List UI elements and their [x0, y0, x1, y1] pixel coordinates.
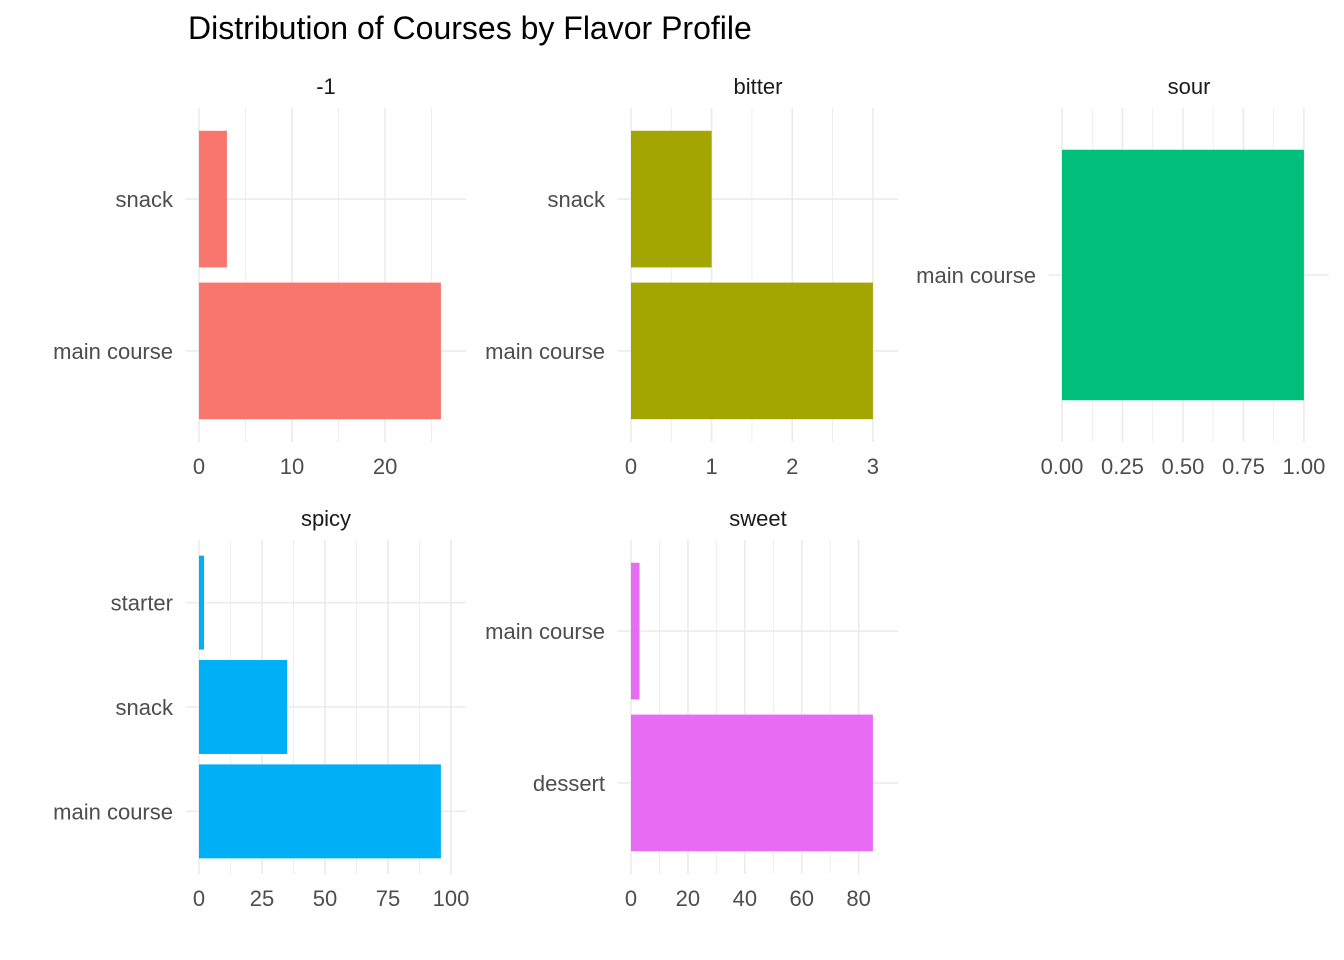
- category-label: snack: [116, 695, 174, 720]
- x-tick-label: 10: [280, 454, 304, 479]
- bar: [631, 714, 873, 852]
- x-tick-label: 0: [625, 886, 637, 911]
- facet-panel-0: main course snack 0 10 20 -1: [53, 74, 466, 479]
- bar: [199, 130, 227, 268]
- facet-panel-3: main course snack starter 0 25 50 75 100 spicy: [53, 506, 469, 911]
- bar: [631, 130, 712, 268]
- facet-strip-label: sour: [1168, 74, 1211, 99]
- chart-title: Distribution of Courses by Flavor Profil…: [188, 10, 752, 46]
- facet-panel-1: main course snack 0 1 2 3 bitter: [485, 74, 898, 479]
- category-label: main course: [485, 339, 605, 364]
- x-tick-label: 3: [867, 454, 879, 479]
- bar: [199, 764, 441, 859]
- x-tick-label: 0.25: [1101, 454, 1144, 479]
- facet-panel-4: dessert main course 0 20 40 60 80 sweet: [485, 506, 898, 911]
- x-tick-label: 50: [313, 886, 337, 911]
- category-label: main course: [53, 799, 173, 824]
- category-label: starter: [111, 591, 173, 616]
- x-tick-label: 25: [250, 886, 274, 911]
- facet-strip-label: bitter: [734, 74, 783, 99]
- x-tick-label: 0.50: [1162, 454, 1205, 479]
- category-label: snack: [548, 187, 606, 212]
- x-tick-label: 0.75: [1222, 454, 1265, 479]
- x-tick-label: 40: [733, 886, 757, 911]
- x-tick-label: 0: [193, 886, 205, 911]
- category-label: snack: [116, 187, 174, 212]
- x-tick-label: 0: [193, 454, 205, 479]
- x-tick-label: 75: [376, 886, 400, 911]
- bar: [631, 282, 873, 420]
- facet-strip-label: -1: [316, 74, 336, 99]
- facet-strip-label: sweet: [729, 506, 786, 531]
- x-tick-label: 2: [786, 454, 798, 479]
- facet-panel-2: main course 0.00 0.25 0.50 0.75 1.00 sour: [916, 74, 1329, 479]
- x-tick-label: 60: [790, 886, 814, 911]
- x-tick-label: 20: [373, 454, 397, 479]
- bar: [631, 562, 640, 700]
- x-tick-label: 80: [846, 886, 870, 911]
- x-tick-label: 1.00: [1282, 454, 1325, 479]
- x-tick-label: 0.00: [1041, 454, 1084, 479]
- facet-strip-label: spicy: [301, 506, 351, 531]
- category-label: main course: [916, 263, 1036, 288]
- category-label: main course: [485, 619, 605, 644]
- bar: [199, 282, 441, 420]
- bar: [199, 660, 288, 754]
- x-tick-label: 100: [433, 886, 470, 911]
- category-label: dessert: [533, 771, 605, 796]
- category-label: main course: [53, 339, 173, 364]
- x-tick-label: 1: [706, 454, 718, 479]
- bar: [1062, 149, 1304, 401]
- bar: [199, 555, 205, 650]
- x-tick-label: 20: [676, 886, 700, 911]
- x-tick-label: 0: [625, 454, 637, 479]
